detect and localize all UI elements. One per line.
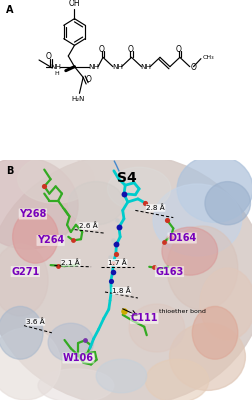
Text: H: H (54, 71, 59, 76)
Text: O: O (99, 45, 104, 54)
Ellipse shape (169, 323, 244, 390)
Point (108, 278, 112, 284)
Point (121, 308, 125, 314)
Ellipse shape (38, 369, 113, 400)
Text: Y264: Y264 (37, 235, 64, 245)
Point (113, 250, 117, 257)
Text: G163: G163 (155, 266, 183, 277)
Point (152, 264, 156, 270)
Ellipse shape (161, 227, 217, 275)
Text: 2.1 Å: 2.1 Å (61, 259, 80, 266)
Ellipse shape (145, 359, 208, 400)
Ellipse shape (96, 359, 146, 393)
Text: 1.8 Å: 1.8 Å (112, 288, 130, 294)
Text: thioether bond: thioether bond (159, 309, 205, 314)
Text: 2.8 Å: 2.8 Å (146, 205, 164, 211)
Point (110, 268, 114, 275)
Text: C111: C111 (130, 314, 157, 323)
Point (114, 217, 118, 224)
Text: W106: W106 (63, 353, 93, 363)
Text: O: O (85, 76, 91, 84)
Text: CH₃: CH₃ (201, 55, 213, 60)
Text: H₂N: H₂N (71, 96, 85, 102)
Text: 3.6 Å: 3.6 Å (26, 319, 45, 325)
Text: B: B (6, 166, 14, 176)
Ellipse shape (107, 167, 170, 210)
Point (111, 260, 115, 266)
Text: Y268: Y268 (19, 209, 46, 219)
Point (108, 254, 112, 260)
Text: NH: NH (88, 64, 99, 70)
Ellipse shape (0, 328, 60, 400)
Ellipse shape (0, 157, 78, 249)
Point (121, 191, 125, 197)
Point (82, 337, 86, 344)
Text: O: O (175, 45, 181, 54)
Text: O: O (46, 52, 52, 61)
Text: O: O (127, 45, 133, 54)
Point (162, 238, 166, 245)
Ellipse shape (192, 306, 237, 359)
Point (42, 183, 46, 190)
Ellipse shape (152, 184, 241, 256)
Text: A: A (6, 5, 14, 15)
Text: NH: NH (111, 64, 122, 70)
Text: G271: G271 (11, 266, 39, 277)
Point (143, 200, 147, 206)
Ellipse shape (0, 154, 252, 400)
Ellipse shape (13, 210, 58, 263)
Text: O: O (190, 63, 196, 72)
Text: 1.7 Å: 1.7 Å (108, 259, 127, 266)
Point (56, 262, 60, 269)
Ellipse shape (204, 182, 249, 225)
Ellipse shape (68, 182, 123, 225)
Ellipse shape (0, 306, 43, 359)
Point (111, 237, 115, 243)
Ellipse shape (18, 155, 93, 203)
Text: 2.6 Å: 2.6 Å (79, 223, 98, 229)
Ellipse shape (48, 323, 93, 362)
Text: NH: NH (50, 64, 61, 70)
Point (116, 224, 120, 230)
Point (168, 234, 172, 240)
Ellipse shape (129, 304, 184, 352)
Point (71, 237, 75, 244)
Ellipse shape (199, 268, 252, 340)
Text: S4: S4 (116, 171, 136, 185)
Text: D164: D164 (167, 233, 196, 243)
Ellipse shape (166, 226, 237, 310)
Ellipse shape (0, 244, 48, 316)
Point (164, 217, 168, 223)
Text: NH: NH (140, 64, 151, 70)
Point (114, 241, 118, 248)
Ellipse shape (176, 155, 252, 222)
Text: OH: OH (68, 0, 80, 8)
